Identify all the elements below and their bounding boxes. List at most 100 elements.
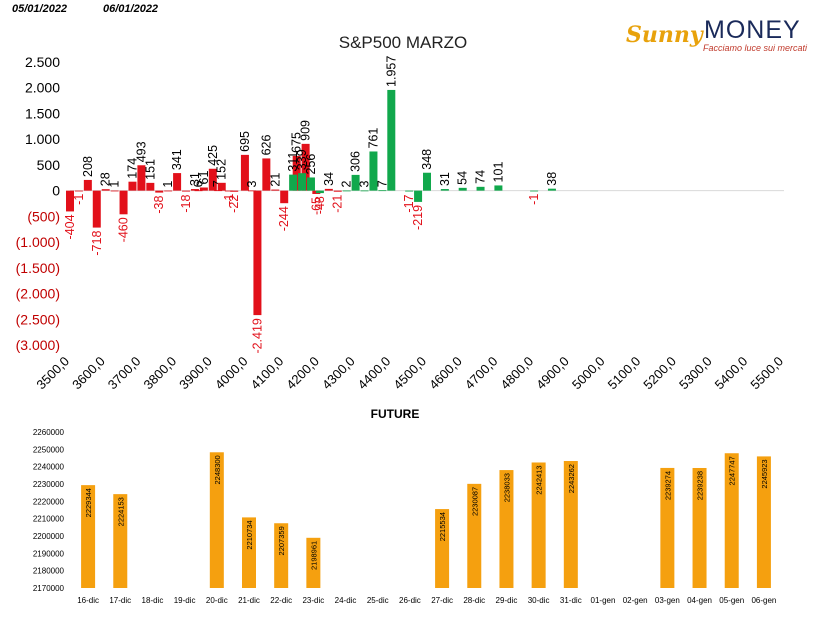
data-label: -1: [222, 194, 236, 205]
data-label: -48: [313, 196, 327, 214]
x-tick-label: 4800,0: [497, 354, 536, 393]
bar: [435, 509, 450, 588]
x-tick-label: 5500,0: [747, 354, 786, 393]
data-label: 151: [143, 159, 157, 180]
x-tick-label: 29-dic: [496, 596, 518, 605]
y-tick-label: 2260000: [33, 428, 65, 437]
data-label: 2198961: [309, 541, 318, 570]
data-label: 1: [108, 181, 122, 188]
y-tick-label: 2190000: [33, 549, 65, 558]
date-left: 05/01/2022: [12, 3, 68, 15]
chart-title: S&P500 MARZO: [339, 33, 468, 52]
data-label: -65: [309, 197, 323, 215]
bar: [101, 189, 110, 191]
data-label: 311: [286, 152, 300, 172]
y-tick-label: (1.000): [16, 234, 60, 250]
data-label: 3: [358, 180, 372, 187]
x-tick-label: 5400,0: [712, 354, 751, 393]
bar: [298, 173, 307, 191]
data-label: -22: [227, 195, 241, 213]
bar: [199, 187, 208, 191]
future-title: FUTURE: [371, 407, 420, 421]
bar: [423, 172, 431, 191]
bar: [74, 190, 83, 192]
y-tick-label: 2170000: [33, 584, 65, 593]
data-label: -21: [331, 195, 345, 213]
bar: [224, 190, 233, 192]
y-tick-label: (3.000): [16, 337, 60, 353]
bar: [242, 517, 256, 588]
data-label: 339: [295, 149, 309, 170]
x-tick-label: 31-dic: [560, 596, 582, 605]
logo-brand-name: MONEY: [704, 16, 801, 44]
y-tick-label: 2230000: [33, 480, 65, 489]
data-label: 208: [81, 156, 95, 177]
data-label: 909: [299, 120, 313, 141]
data-label: 54: [456, 171, 470, 185]
x-tick-label: 4700,0: [462, 354, 501, 393]
x-tick-label: 20-dic: [206, 596, 228, 605]
y-tick-label: 2240000: [33, 463, 65, 472]
bar: [301, 143, 310, 191]
bar: [306, 537, 321, 588]
bar: [271, 189, 280, 191]
y-tick-label: 1.000: [25, 131, 60, 147]
bar: [756, 456, 771, 588]
data-label: 2229344: [84, 488, 93, 517]
bar: [274, 523, 289, 588]
bar: [248, 190, 257, 192]
x-tick-label: 4900,0: [533, 354, 572, 393]
data-label: -219: [411, 205, 425, 230]
y-tick-label: (2.000): [16, 286, 60, 302]
data-label: 28: [99, 172, 113, 186]
x-tick-label: 27-dic: [431, 596, 453, 605]
data-label: 341: [170, 149, 184, 170]
y-tick-label: 2250000: [33, 445, 65, 454]
x-tick-label: 4600,0: [426, 354, 465, 393]
data-label: 761: [366, 128, 380, 149]
bar: [173, 173, 182, 191]
bar: [494, 185, 503, 191]
bar: [458, 187, 467, 191]
x-tick-label: 3900,0: [176, 354, 215, 393]
bar: [110, 190, 119, 192]
x-tick-label: 3800,0: [140, 354, 179, 393]
x-tick-label: 03-gen: [655, 596, 680, 605]
bar: [306, 177, 315, 191]
bar: [240, 154, 249, 191]
x-tick-label: 01-gen: [591, 596, 616, 605]
x-tick-label: 3600,0: [69, 354, 108, 393]
data-label: 2242413: [535, 465, 544, 494]
y-tick-label: 2210000: [33, 515, 65, 524]
data-label: 2248300: [213, 455, 222, 484]
bar: [81, 485, 96, 588]
bar: [414, 190, 423, 202]
data-label: 1.957: [384, 56, 398, 87]
logo-sunny-text: Sunny: [626, 22, 703, 48]
bar: [182, 190, 191, 192]
x-tick-label: 4500,0: [390, 354, 429, 393]
data-label: 38: [545, 172, 559, 186]
bar: [440, 189, 449, 191]
y-tick-label: (1.500): [16, 260, 60, 276]
data-label: 21: [268, 173, 282, 187]
bar: [66, 190, 74, 212]
y-tick-label: (500): [27, 208, 60, 224]
data-label: 1: [161, 181, 175, 188]
logo-tagline: Facciamo luce sui mercati: [703, 43, 808, 53]
x-tick-label: 04-gen: [687, 596, 712, 605]
bar: [387, 89, 396, 191]
data-label: 348: [420, 149, 434, 170]
x-tick-label: 21-dic: [238, 596, 260, 605]
data-label: -718: [90, 231, 104, 256]
x-tick-label: 23-dic: [302, 596, 324, 605]
bar: [146, 182, 155, 191]
bar: [208, 168, 217, 191]
x-tick-label: 05-gen: [719, 596, 744, 605]
bar: [315, 190, 324, 194]
bar: [262, 158, 271, 191]
data-label: 2215534: [438, 512, 447, 541]
bar: [530, 190, 539, 192]
bar: [369, 151, 378, 191]
date-right: 06/01/2022: [103, 3, 159, 15]
